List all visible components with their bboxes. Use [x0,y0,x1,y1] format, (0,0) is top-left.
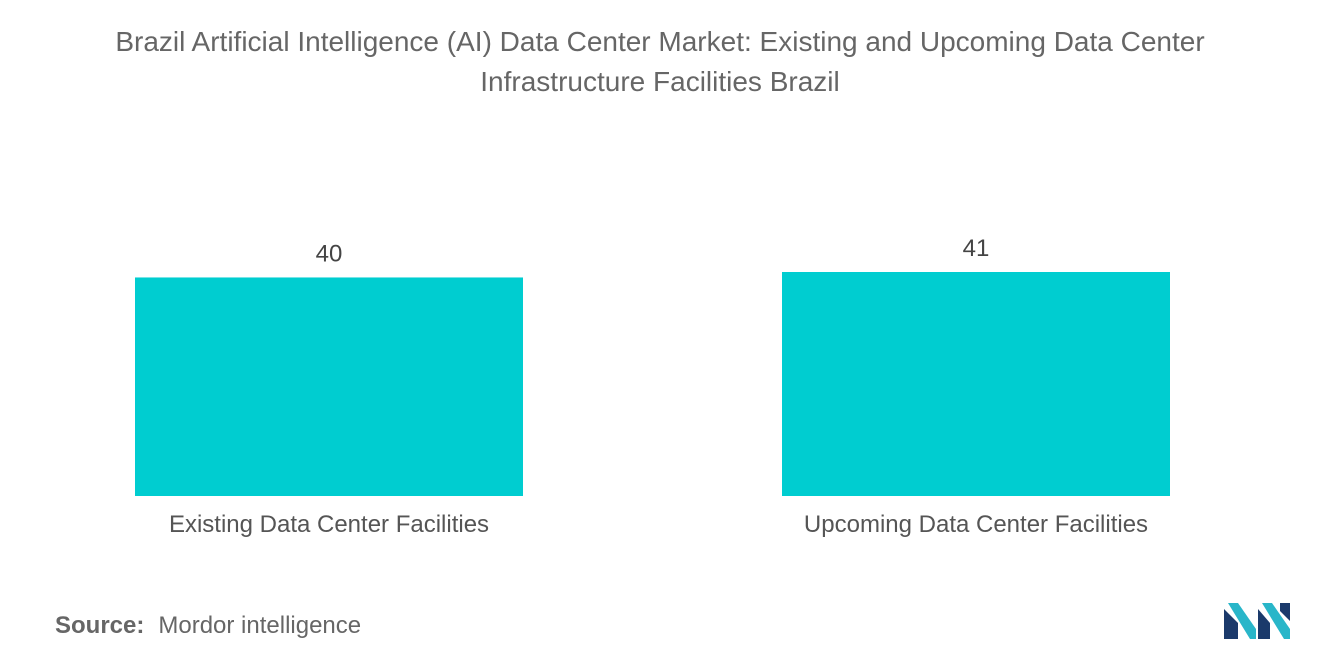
chart-title-line-1: Brazil Artificial Intelligence (AI) Data… [115,26,1205,57]
logo-left-diagonal [1228,603,1256,639]
category-label-2: Upcoming Data Center Facilities [804,511,1148,538]
data-label-1: 40 [316,240,343,267]
logo-right-stroke [1280,603,1290,621]
mordor-intelligence-logo [1224,603,1290,639]
category-label-1: Existing Data Center Facilities [169,511,489,538]
logo-right-diagonal [1262,603,1290,639]
chart-title: Brazil Artificial Intelligence (AI) Data… [0,22,1320,102]
logo-left-stroke [1224,609,1238,639]
data-label-2: 41 [963,235,990,262]
bar-1 [135,277,523,496]
logo-middle-stroke [1258,609,1270,639]
source-value: Mordor intelligence [158,612,362,639]
chart-title-line-2: Infrastructure Facilities Brazil [480,66,840,97]
source-label: Source: [55,612,145,639]
bar-2 [782,272,1170,496]
source-note: Source: Mordor intelligence [55,612,361,640]
